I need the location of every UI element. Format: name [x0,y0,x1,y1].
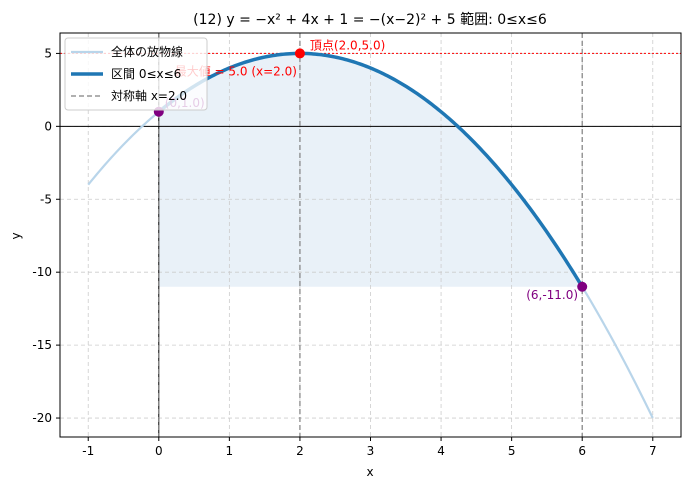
x-tick-label-6: 5 [508,444,516,458]
x-tick-label-5: 4 [437,444,445,458]
x-axis-label: x [366,465,373,479]
point-label-1: 頂点(2.0,5.0) [310,38,385,52]
x-tick-label-2: 1 [226,444,234,458]
x-tick-label-8: 7 [649,444,657,458]
legend-label-0: 全体の放物線 [111,44,183,59]
data-point-1 [294,48,305,59]
y-tick-label-1: 0 [44,119,52,133]
y-tick-label-4: -15 [32,338,52,352]
chart-title: (12) y = −x² + 4x + 1 = −(x−2)² + 5 範囲: … [193,11,547,28]
y-tick-label-2: -5 [40,192,52,206]
series-interval-curve [157,51,584,288]
x-tick-label-0: -1 [82,444,94,458]
x-tick-label-3: 2 [296,444,304,458]
x-tick-label-7: 6 [578,444,586,458]
point-label-2: (6,-11.0) [526,288,578,302]
legend-box [64,37,208,111]
y-tick-label-5: -20 [32,411,52,425]
y-tick-label-0: 5 [44,46,52,60]
x-tick-label-1: 0 [155,444,163,458]
interval-fill [158,53,583,287]
x-tick-label-4: 3 [367,444,375,458]
data-point-2 [577,281,588,292]
legend-label-2: 対称軸 x=2.0 [111,89,187,103]
y-axis-label: y [9,232,23,239]
legend-label-1: 区間 0≤x≤6 [111,67,181,81]
y-tick-label-3: -10 [32,265,52,279]
